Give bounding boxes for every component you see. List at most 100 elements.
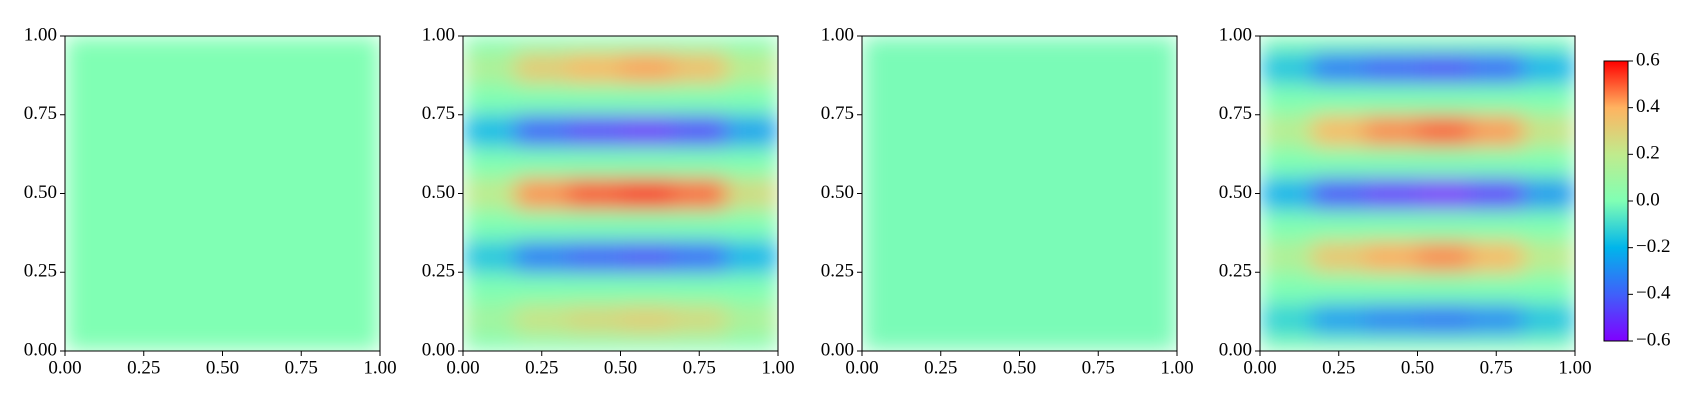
y-tick-label: 0.00 [821, 339, 854, 360]
cell [1365, 272, 1418, 305]
cell [1522, 146, 1576, 179]
y-tick-label: 0.50 [422, 182, 455, 203]
cell [620, 240, 674, 273]
cell [515, 272, 569, 305]
cell [672, 83, 727, 116]
cell [672, 335, 727, 352]
cell [620, 303, 674, 336]
cell [568, 240, 621, 273]
cell [1417, 272, 1471, 305]
cell [463, 146, 516, 179]
cell [515, 209, 569, 242]
cell [1469, 146, 1524, 179]
cell [1417, 146, 1471, 179]
x-tick-label: 0.50 [206, 357, 239, 378]
cell [1312, 36, 1366, 53]
x-tick-label: 1.00 [363, 357, 396, 378]
heatmap-cells [463, 36, 779, 352]
cell [1312, 335, 1366, 352]
y-tick-label: 1.00 [1219, 24, 1252, 45]
x-tick-label: 1.00 [761, 357, 794, 378]
colorbar [1603, 60, 1629, 342]
x-tick-label: 0.50 [1401, 357, 1434, 378]
cell [1522, 177, 1576, 210]
colorbar-tick-label: 0.0 [1636, 189, 1660, 210]
x-tick-label: 1.00 [1160, 357, 1193, 378]
cell [1469, 240, 1524, 273]
cell [1365, 51, 1418, 84]
x-tick-label: 0.25 [924, 357, 957, 378]
cell [1260, 177, 1313, 210]
cell [1522, 272, 1576, 305]
cell [1469, 114, 1524, 147]
cell [1417, 83, 1471, 116]
cell [1417, 209, 1471, 242]
x-tick-label: 0.00 [845, 357, 878, 378]
heatmap-cells [862, 36, 1178, 352]
cell [568, 303, 621, 336]
cell [1365, 83, 1418, 116]
cell [1522, 335, 1576, 352]
cell [1522, 114, 1576, 147]
cell [1417, 177, 1471, 210]
cell [463, 83, 516, 116]
cell [1260, 146, 1313, 179]
y-tick-label: 0.25 [24, 261, 57, 282]
cell [1417, 240, 1471, 273]
x-tick-label: 0.00 [48, 357, 81, 378]
cell [672, 303, 727, 336]
y-tick-label: 1.00 [422, 24, 455, 45]
cell [463, 303, 516, 336]
cell [568, 36, 621, 53]
cell [672, 272, 727, 305]
x-tick-label: 0.75 [1480, 357, 1513, 378]
cell [620, 177, 674, 210]
cell [620, 335, 674, 352]
y-tick-label: 0.00 [24, 339, 57, 360]
colorbar-tick-label: −0.2 [1636, 236, 1670, 257]
cell [1260, 114, 1313, 147]
x-tick-label: 0.75 [683, 357, 716, 378]
cell [1365, 114, 1418, 147]
cell [1522, 51, 1576, 84]
cell [620, 51, 674, 84]
cell [1365, 335, 1418, 352]
cell [672, 146, 727, 179]
cell [1365, 177, 1418, 210]
cell [1469, 209, 1524, 242]
y-tick-label: 0.75 [821, 103, 854, 124]
cell [725, 303, 779, 336]
cell [1365, 209, 1418, 242]
cell [620, 209, 674, 242]
y-tick-label: 0.00 [1219, 339, 1252, 360]
cell [1312, 240, 1366, 273]
x-tick-label: 0.75 [285, 357, 318, 378]
cell [620, 114, 674, 147]
cell [1312, 146, 1366, 179]
cell [1312, 83, 1366, 116]
heatmap-cells [65, 36, 381, 352]
x-tick-label: 0.50 [1003, 357, 1036, 378]
cell [1260, 272, 1313, 305]
colorbar-tick-label: 0.4 [1636, 96, 1660, 117]
y-tick-label: 0.50 [24, 182, 57, 203]
y-tick-label: 1.00 [821, 24, 854, 45]
cell [672, 240, 727, 273]
cell [1417, 303, 1471, 336]
cell [1260, 51, 1313, 84]
cell [1469, 36, 1524, 53]
cell [1312, 51, 1366, 84]
colorbar-tick-label: −0.6 [1636, 329, 1670, 350]
cell [568, 272, 621, 305]
cell [1522, 83, 1576, 116]
cell [1417, 36, 1471, 53]
cell [725, 209, 779, 242]
y-tick-label: 0.25 [821, 261, 854, 282]
cell [515, 83, 569, 116]
cell [1417, 114, 1471, 147]
cell [463, 335, 516, 352]
cell [672, 177, 727, 210]
cell [1312, 114, 1366, 147]
cell [1260, 335, 1313, 352]
